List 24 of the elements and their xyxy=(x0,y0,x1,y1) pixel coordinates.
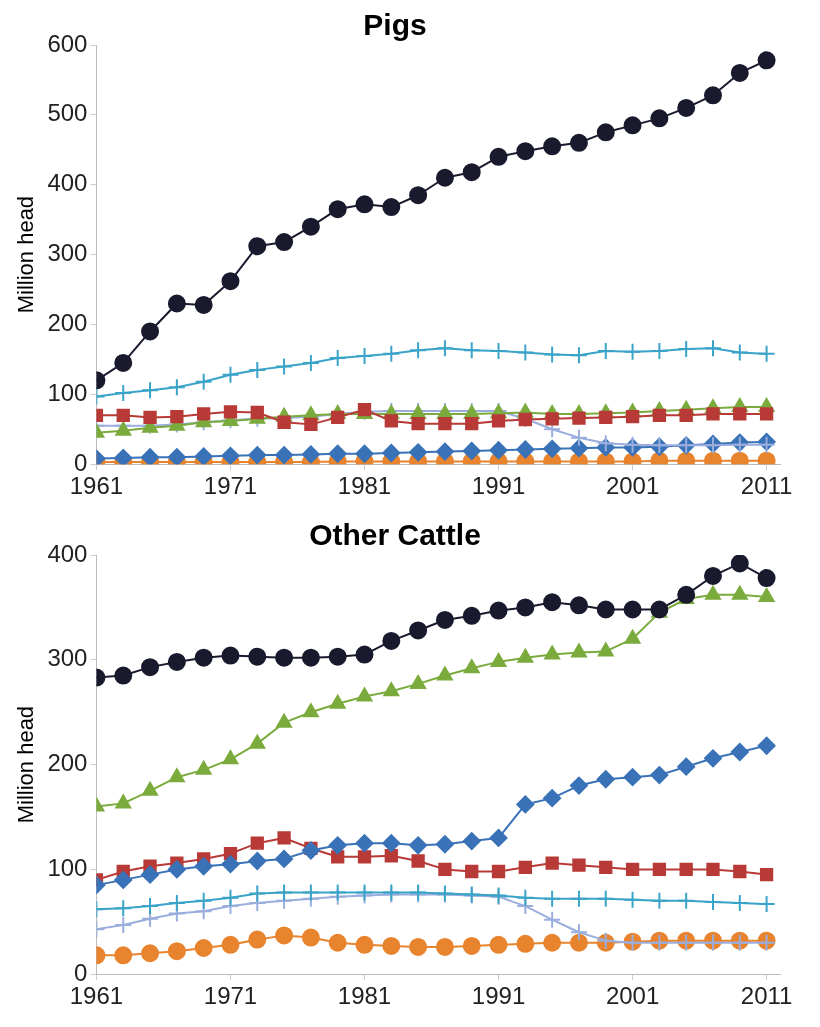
y-tick-label: 400 xyxy=(47,539,88,567)
x-tick-label: 2001 xyxy=(605,472,660,500)
y-tick-label: 200 xyxy=(47,309,88,337)
x-tick-label: 1991 xyxy=(471,472,526,500)
y-tick-label: 300 xyxy=(47,644,88,672)
y-axis-title: Million head xyxy=(13,195,39,314)
x-tick-label: 1991 xyxy=(471,982,526,1010)
x-tick-label: 2001 xyxy=(605,982,660,1010)
x-tick-label: 2011 xyxy=(740,982,793,1010)
y-tick-label: 400 xyxy=(47,169,88,197)
x-tick-label: 1971 xyxy=(203,982,258,1010)
x-tick-label: 1981 xyxy=(337,472,392,500)
x-tick-label: 2011 xyxy=(740,472,793,500)
y-tick-label: 500 xyxy=(47,99,88,127)
y-tick-label: 600 xyxy=(47,29,88,57)
chart-title: Pigs xyxy=(363,8,427,42)
y-tick-label: 200 xyxy=(47,749,88,777)
x-tick-label: 1981 xyxy=(337,982,392,1010)
y-tick-label: 100 xyxy=(47,854,88,882)
x-tick-label: 1971 xyxy=(203,472,258,500)
chart-title: Other Cattle xyxy=(309,518,481,552)
y-tick-label: 300 xyxy=(47,239,88,267)
y-axis-title: Million head xyxy=(13,705,39,824)
y-tick-label: 100 xyxy=(47,378,88,406)
